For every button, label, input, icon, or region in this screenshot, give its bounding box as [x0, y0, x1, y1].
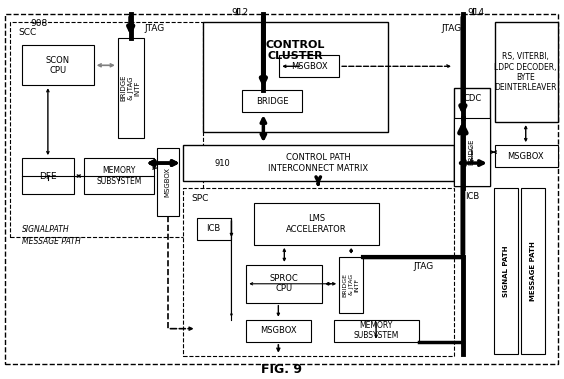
Bar — [246, 320, 311, 341]
Text: CONTROL PATH
INTERCONNECT MATRIX: CONTROL PATH INTERCONNECT MATRIX — [268, 153, 368, 173]
Text: LMS
ACCELERATOR: LMS ACCELERATOR — [286, 214, 346, 233]
Text: BRIDGE: BRIDGE — [469, 139, 475, 165]
Text: ICB: ICB — [206, 224, 221, 233]
Bar — [22, 45, 94, 85]
Bar — [22, 158, 74, 194]
Text: SIGNAL PATH: SIGNAL PATH — [503, 245, 509, 296]
Bar — [521, 188, 545, 354]
Bar — [243, 90, 302, 112]
Bar — [202, 22, 388, 132]
Text: JTAG: JTAG — [414, 262, 434, 271]
Text: MEMORY
SUBSYSTEM: MEMORY SUBSYSTEM — [354, 321, 399, 340]
Text: BRIDGE
& JTAG
INTF: BRIDGE & JTAG INTF — [121, 75, 140, 102]
Text: SPROC
CPU: SPROC CPU — [270, 274, 299, 293]
Bar — [254, 203, 379, 245]
Bar — [454, 88, 490, 186]
Text: MSGBOX: MSGBOX — [260, 326, 297, 335]
Text: MESSAGE PATH: MESSAGE PATH — [22, 237, 81, 246]
Text: BRIDGE: BRIDGE — [256, 97, 289, 106]
Text: JTAG: JTAG — [442, 24, 462, 33]
Text: SPC: SPC — [192, 194, 209, 203]
Bar — [279, 55, 339, 77]
Text: JTAG: JTAG — [144, 24, 165, 33]
Text: ICB: ICB — [465, 192, 479, 201]
Bar — [334, 320, 419, 341]
Bar — [495, 22, 558, 122]
Bar — [84, 158, 153, 194]
Text: FIG. 9: FIG. 9 — [261, 363, 302, 376]
Text: CONTROL
CLUSTER: CONTROL CLUSTER — [266, 39, 325, 61]
Bar — [495, 145, 558, 167]
Text: BRIDGE
& JTAG
INTF: BRIDGE & JTAG INTF — [343, 273, 359, 297]
Text: DFE: DFE — [39, 172, 57, 180]
Text: MSGBOX: MSGBOX — [165, 167, 170, 197]
Bar — [494, 188, 518, 354]
Text: SCON
CPU: SCON CPU — [46, 56, 70, 75]
Bar — [454, 118, 490, 186]
Text: SCC: SCC — [18, 28, 36, 38]
Bar — [246, 265, 322, 303]
Text: MSGBOX: MSGBOX — [508, 152, 544, 161]
Bar — [183, 145, 454, 181]
Bar — [339, 257, 363, 313]
Text: 910: 910 — [214, 158, 230, 168]
Bar — [157, 148, 179, 216]
Text: 914: 914 — [467, 8, 484, 17]
Text: CDC: CDC — [464, 94, 482, 103]
Text: MEMORY
SUBSYSTEM: MEMORY SUBSYSTEM — [96, 166, 142, 186]
Bar — [196, 218, 231, 240]
Text: SIGNALPATH: SIGNALPATH — [22, 225, 69, 234]
Bar — [118, 38, 144, 138]
Text: 908: 908 — [30, 19, 47, 28]
Bar — [10, 22, 202, 237]
Bar — [183, 188, 454, 356]
Text: MSGBOX: MSGBOX — [291, 62, 328, 71]
Text: MESSAGE PATH: MESSAGE PATH — [530, 241, 536, 301]
Text: RS, VITERBI,
LDPC DECODER,
BYTE
DEINTERLEAVER: RS, VITERBI, LDPC DECODER, BYTE DEINTERL… — [495, 52, 557, 92]
Text: 912: 912 — [231, 8, 249, 17]
